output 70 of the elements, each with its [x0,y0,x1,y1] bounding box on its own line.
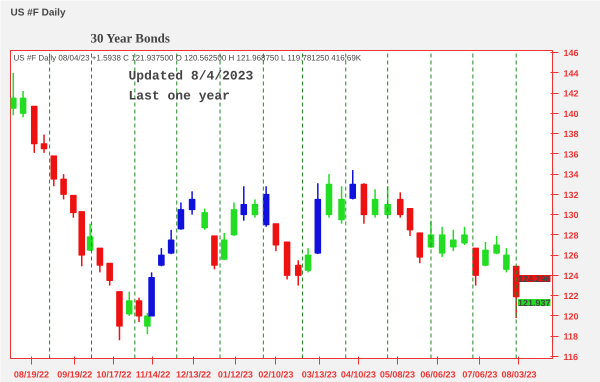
y-tick-label: 116 [564,352,578,362]
annotation: 121.937 [518,298,551,308]
candlestick [272,223,280,252]
chart-subtitle: US #F Daily [10,8,66,18]
candlestick [304,247,312,274]
y-tick-label: 118 [564,332,578,342]
candlestick [178,202,184,231]
y-tick-label: 126 [564,250,579,261]
annotation: Updated 8/4/2023 [128,68,254,84]
candlestick [168,229,174,255]
x-tick-label: 10/17/22 [96,370,132,380]
annotation: 124.296 [518,274,551,284]
y-tick-label: 144 [564,68,579,78]
candlestick [10,72,17,116]
y-tick-label: 122 [564,291,579,302]
x-tick-label: 07/06/23 [462,370,498,380]
candlestick [294,259,302,286]
annotation: Last one year [128,88,230,104]
annotation: US #F Daily 08/04/23 +1.5938 C 121.937500 O 120.562500 H 121.968750 L 119.781250 416.69K [14,54,362,62]
y-tick-label: 120 [564,311,579,322]
candlestick [86,223,94,252]
candlestick [106,262,113,286]
candlestick [493,235,500,255]
candlestick [503,247,510,274]
candlestick [96,247,104,274]
x-tick-label: 09/19/22 [57,370,92,380]
y-tick-label: 132 [564,190,579,200]
candlestick [40,134,48,154]
candlestick [406,208,414,237]
x-tick-label: 12/13/22 [176,370,212,380]
x-tick-label: 04/10/23 [340,370,376,380]
candlestick [482,241,489,268]
candlestick [461,226,468,246]
y-tick-label: 140 [564,108,579,119]
candlestick [450,229,457,252]
y-tick-label: 142 [564,88,579,99]
candlestick [201,208,208,231]
y-tick-label: 146 [564,48,579,58]
candlestick [240,186,248,222]
y-tick-label: 136 [564,149,579,160]
candlestick [349,169,356,200]
y-tick-label: 130 [564,210,579,220]
x-tick-label: 11/14/22 [136,370,170,380]
candlestick [438,226,446,258]
x-tick-label: 03/13/23 [302,370,337,380]
x-tick-label: 08/19/22 [14,370,49,380]
y-tick-label: 124 [564,270,579,281]
candlestick [50,155,58,188]
candlestick [60,173,67,200]
y-tick-label: 138 [564,129,579,140]
candlestick [70,194,77,218]
chart-title: 30 Year Bonds [90,30,170,46]
x-tick-label: 06/06/23 [420,370,456,380]
candlestick [252,198,258,218]
candlestick [338,186,345,224]
x-tick-label: 01/12/23 [218,370,253,380]
y-tick-label: 134 [564,170,579,180]
candlestick [372,188,378,218]
candlestick [126,290,133,317]
x-tick-label: 02/10/23 [258,370,294,380]
candlestick [136,296,142,323]
candlestick [220,232,228,261]
candlestick [144,312,151,335]
x-tick-label: 05/08/23 [380,370,415,380]
candlestick [188,190,196,216]
candlestick [158,247,165,268]
y-tick-label: 128 [564,230,579,240]
x-tick-label: 08/03/23 [501,370,537,380]
candlestick [20,90,26,118]
candlestick [396,192,404,218]
